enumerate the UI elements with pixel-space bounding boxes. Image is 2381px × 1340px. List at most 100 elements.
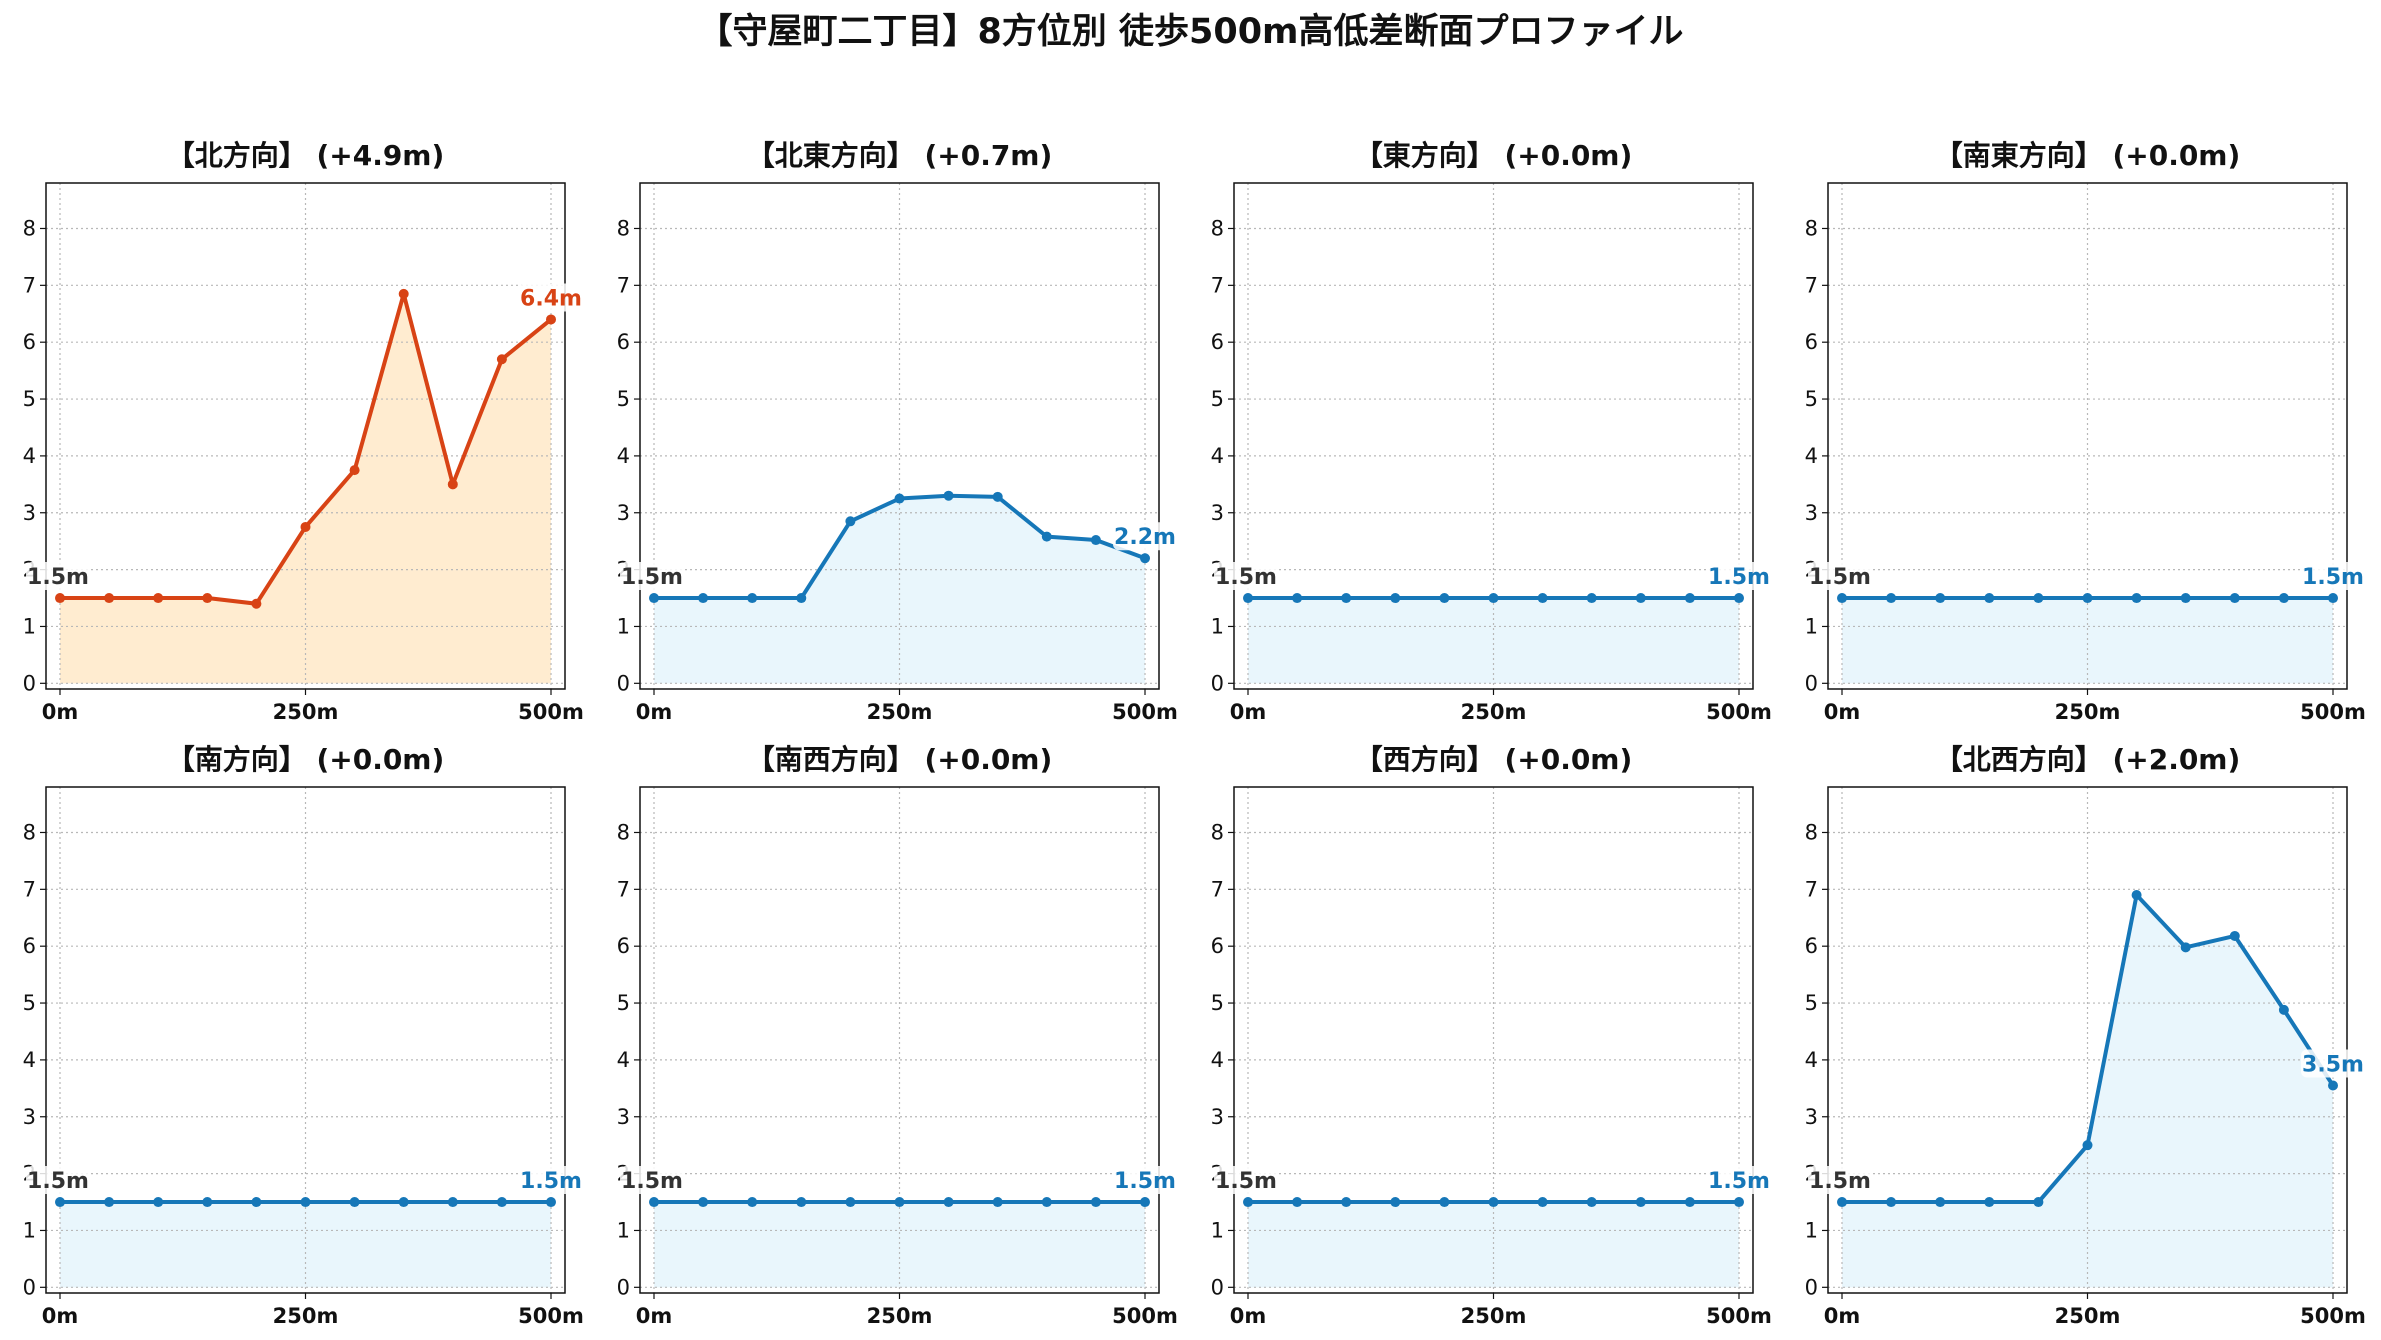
subplot-title: 【北西方向】 (+2.0m)	[1935, 743, 2241, 776]
data-point	[1684, 593, 1695, 604]
y-tick-label: 3	[23, 501, 36, 525]
y-tick-label: 8	[23, 216, 36, 240]
data-point	[55, 593, 65, 604]
data-point	[894, 1197, 905, 1208]
data-point	[300, 1197, 311, 1208]
y-tick-label: 7	[1805, 273, 1818, 297]
start-elevation-label: 1.5m	[1215, 565, 1277, 590]
x-tick-label: 0m	[42, 700, 79, 724]
x-tick-label: 250m	[867, 1304, 933, 1328]
end-elevation-label: 6.4m	[520, 286, 582, 311]
data-point	[1935, 1197, 1946, 1208]
end-label-box	[1707, 562, 1771, 591]
start-label-box	[1808, 1166, 1872, 1195]
y-tick-label: 7	[1805, 877, 1818, 901]
x-tick-label: 250m	[1461, 700, 1527, 724]
y-tick-label: 6	[1211, 934, 1224, 958]
data-point	[1292, 593, 1303, 604]
x-tick-label: 250m	[2055, 700, 2121, 724]
data-point	[496, 1197, 507, 1208]
data-point	[1243, 1197, 1253, 1208]
data-point	[1488, 1197, 1499, 1208]
data-point	[747, 593, 758, 604]
start-elevation-label: 1.5m	[621, 565, 683, 590]
y-tick-label: 7	[23, 273, 36, 297]
y-tick-label: 0	[1805, 1275, 1818, 1299]
start-label-box	[26, 1166, 90, 1195]
x-tick-label: 0m	[1230, 1304, 1267, 1328]
subplot-title: 【東方向】 (+0.0m)	[1355, 139, 1633, 172]
subplot-title: 【南方向】 (+0.0m)	[167, 743, 445, 776]
start-elevation-label: 1.5m	[1809, 1169, 1871, 1194]
end-label-box	[519, 1166, 583, 1195]
y-tick-label: 8	[1805, 216, 1818, 240]
y-tick-label: 3	[617, 501, 630, 525]
data-point	[992, 1197, 1003, 1208]
start-elevation-label: 1.5m	[1215, 1169, 1277, 1194]
y-tick-label: 8	[1805, 820, 1818, 844]
subplot-title: 【南東方向】 (+0.0m)	[1935, 139, 2241, 172]
data-point	[2278, 593, 2289, 604]
data-point	[796, 593, 807, 604]
data-point	[1586, 1197, 1597, 1208]
y-tick-label: 5	[617, 387, 630, 411]
profile-area	[1842, 598, 2333, 684]
data-point	[1140, 553, 1150, 564]
subplot-title: 【南西方向】 (+0.0m)	[747, 743, 1053, 776]
y-tick-label: 1	[1805, 614, 1818, 638]
data-point	[1935, 593, 1946, 604]
end-elevation-label: 1.5m	[520, 1169, 582, 1194]
data-point	[2278, 1004, 2289, 1015]
profile-area	[1842, 895, 2333, 1288]
start-label-box	[26, 562, 90, 591]
x-tick-label: 0m	[1824, 1304, 1861, 1328]
end-label-box	[2301, 562, 2365, 591]
start-elevation-label: 1.5m	[621, 1169, 683, 1194]
data-point	[747, 1197, 758, 1208]
data-point	[1635, 1197, 1646, 1208]
start-label-box	[1808, 562, 1872, 591]
x-tick-label: 500m	[2300, 1304, 2366, 1328]
y-tick-label: 8	[617, 820, 630, 844]
data-point	[1586, 593, 1597, 604]
subplot-1: 【北東方向】 (+0.7m)0123456780m250m500m1.5m2.2…	[617, 139, 1178, 724]
start-label-box	[1214, 1166, 1278, 1195]
data-point	[104, 1197, 115, 1208]
y-tick-label: 1	[617, 1218, 630, 1242]
data-point	[1488, 593, 1499, 604]
data-point	[649, 593, 659, 604]
x-tick-label: 0m	[636, 1304, 673, 1328]
data-point	[1984, 1197, 1995, 1208]
end-elevation-label: 1.5m	[1708, 565, 1770, 590]
end-elevation-label: 3.5m	[2302, 1052, 2364, 1077]
data-point	[1090, 1197, 1101, 1208]
x-tick-label: 250m	[867, 700, 933, 724]
y-tick-label: 1	[1211, 1218, 1224, 1242]
data-point	[153, 1197, 164, 1208]
subplot-title: 【北東方向】 (+0.7m)	[747, 139, 1053, 172]
data-point	[104, 593, 115, 604]
y-tick-label: 0	[617, 1275, 630, 1299]
x-tick-label: 500m	[1112, 1304, 1178, 1328]
x-tick-label: 500m	[1112, 700, 1178, 724]
x-tick-label: 500m	[518, 700, 584, 724]
data-point	[202, 593, 213, 604]
data-point	[496, 354, 507, 365]
x-tick-label: 500m	[1706, 1304, 1772, 1328]
y-tick-label: 4	[23, 1048, 36, 1072]
data-point	[1390, 1197, 1401, 1208]
y-tick-label: 0	[1805, 671, 1818, 695]
data-point	[1886, 593, 1897, 604]
data-point	[1090, 535, 1101, 546]
end-elevation-label: 1.5m	[2302, 565, 2364, 590]
y-tick-label: 6	[1211, 330, 1224, 354]
y-tick-label: 0	[617, 671, 630, 695]
start-elevation-label: 1.5m	[1809, 565, 1871, 590]
data-point	[796, 1197, 807, 1208]
data-point	[1243, 593, 1253, 604]
data-point	[447, 479, 458, 490]
data-point	[2131, 593, 2142, 604]
x-tick-label: 500m	[2300, 700, 2366, 724]
